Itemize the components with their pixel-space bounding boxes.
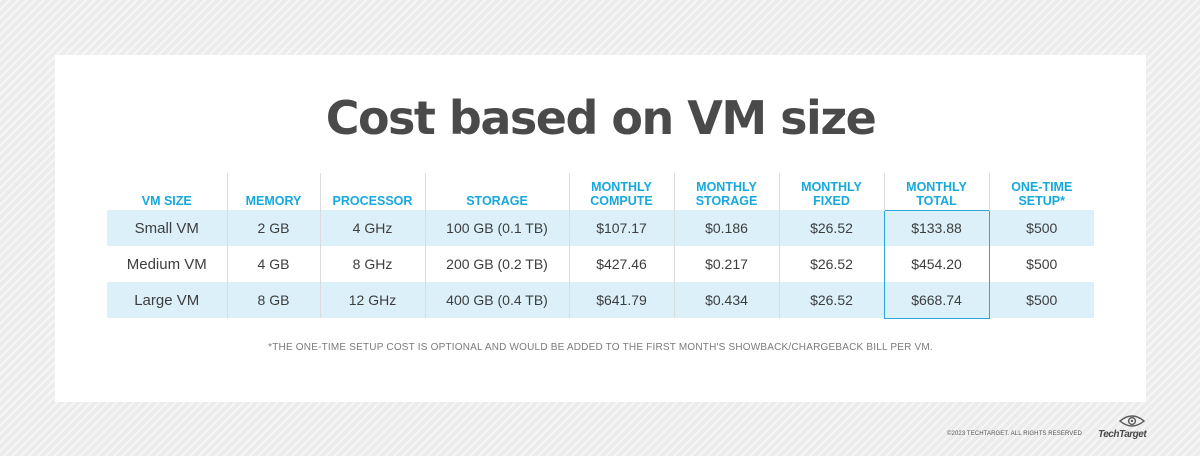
cell-monthly-storage: $0.186 <box>673 210 779 246</box>
table-row: Medium VM 4 GB 8 GHz 200 GB (0.2 TB) $42… <box>107 246 1094 282</box>
cell-processor: 4 GHz <box>319 210 425 246</box>
cell-monthly-total: $454.20 <box>883 246 990 282</box>
cell-monthly-compute: $107.17 <box>568 210 674 246</box>
cost-table: VM SIZE MEMORY PROCESSOR STORAGE MONTHLY… <box>107 173 1094 319</box>
cell-one-time-setup: $500 <box>988 246 1094 282</box>
eye-icon <box>1119 415 1145 427</box>
cell-monthly-compute: $641.79 <box>568 282 674 318</box>
cell-vm-size: Large VM <box>107 282 227 318</box>
cell-monthly-total: $133.88 <box>883 209 990 246</box>
header-monthly-fixed: MONTHLY FIXED <box>778 173 884 210</box>
cell-processor: 8 GHz <box>319 246 425 282</box>
cell-vm-size: Medium VM <box>126 255 207 273</box>
cell-processor: 12 GHz <box>319 282 425 318</box>
cell-monthly-compute: $427.46 <box>568 246 674 282</box>
header-vm-size: VM SIZE <box>141 194 192 208</box>
header-storage: STORAGE <box>424 173 569 210</box>
header-monthly-storage: MONTHLY STORAGE <box>673 173 779 210</box>
header-one-time-setup: ONE-TIME SETUP* <box>988 173 1094 210</box>
cell-monthly-storage: $0.434 <box>673 282 779 318</box>
cell-memory: 4 GB <box>226 246 320 282</box>
footnote: *THE ONE-TIME SETUP COST IS OPTIONAL AND… <box>268 342 933 353</box>
cell-memory: 2 GB <box>226 210 320 246</box>
cell-memory: 8 GB <box>226 282 320 318</box>
cell-monthly-storage: $0.217 <box>673 246 779 282</box>
table-header-row: VM SIZE MEMORY PROCESSOR STORAGE MONTHLY… <box>107 173 1094 210</box>
cell-storage: 100 GB (0.1 TB) <box>424 210 569 246</box>
header-processor: PROCESSOR <box>319 173 425 210</box>
cell-storage: 200 GB (0.2 TB) <box>424 246 569 282</box>
cell-storage: 400 GB (0.4 TB) <box>424 282 569 318</box>
cell-monthly-fixed: $26.52 <box>778 210 884 246</box>
cell-monthly-total: $668.74 <box>883 282 990 319</box>
table-row: Small VM 2 GB 4 GHz 100 GB (0.1 TB) $107… <box>107 209 1094 246</box>
header-monthly-total: MONTHLY TOTAL <box>883 173 989 210</box>
table-row: Large VM 8 GB 12 GHz 400 GB (0.4 TB) $64… <box>107 282 1094 319</box>
cell-monthly-fixed: $26.52 <box>778 282 884 318</box>
copyright-notice: ©2023 TECHTARGET. ALL RIGHTS RESERVED <box>947 431 1082 437</box>
header-monthly-compute: MONTHLY COMPUTE <box>568 173 674 210</box>
cell-vm-size: Small VM <box>107 210 227 246</box>
logo-text: TechTarget <box>1098 429 1147 440</box>
cell-monthly-fixed: $26.52 <box>778 246 884 282</box>
cell-one-time-setup: $500 <box>988 210 1094 246</box>
page-title: Cost based on VM size <box>325 91 877 145</box>
header-memory: MEMORY <box>226 173 320 210</box>
cell-one-time-setup: $500 <box>988 282 1094 318</box>
cost-card: Cost based on VM size VM SIZE MEMORY PRO… <box>55 55 1146 402</box>
techtarget-logo: TechTarget <box>1097 414 1149 442</box>
